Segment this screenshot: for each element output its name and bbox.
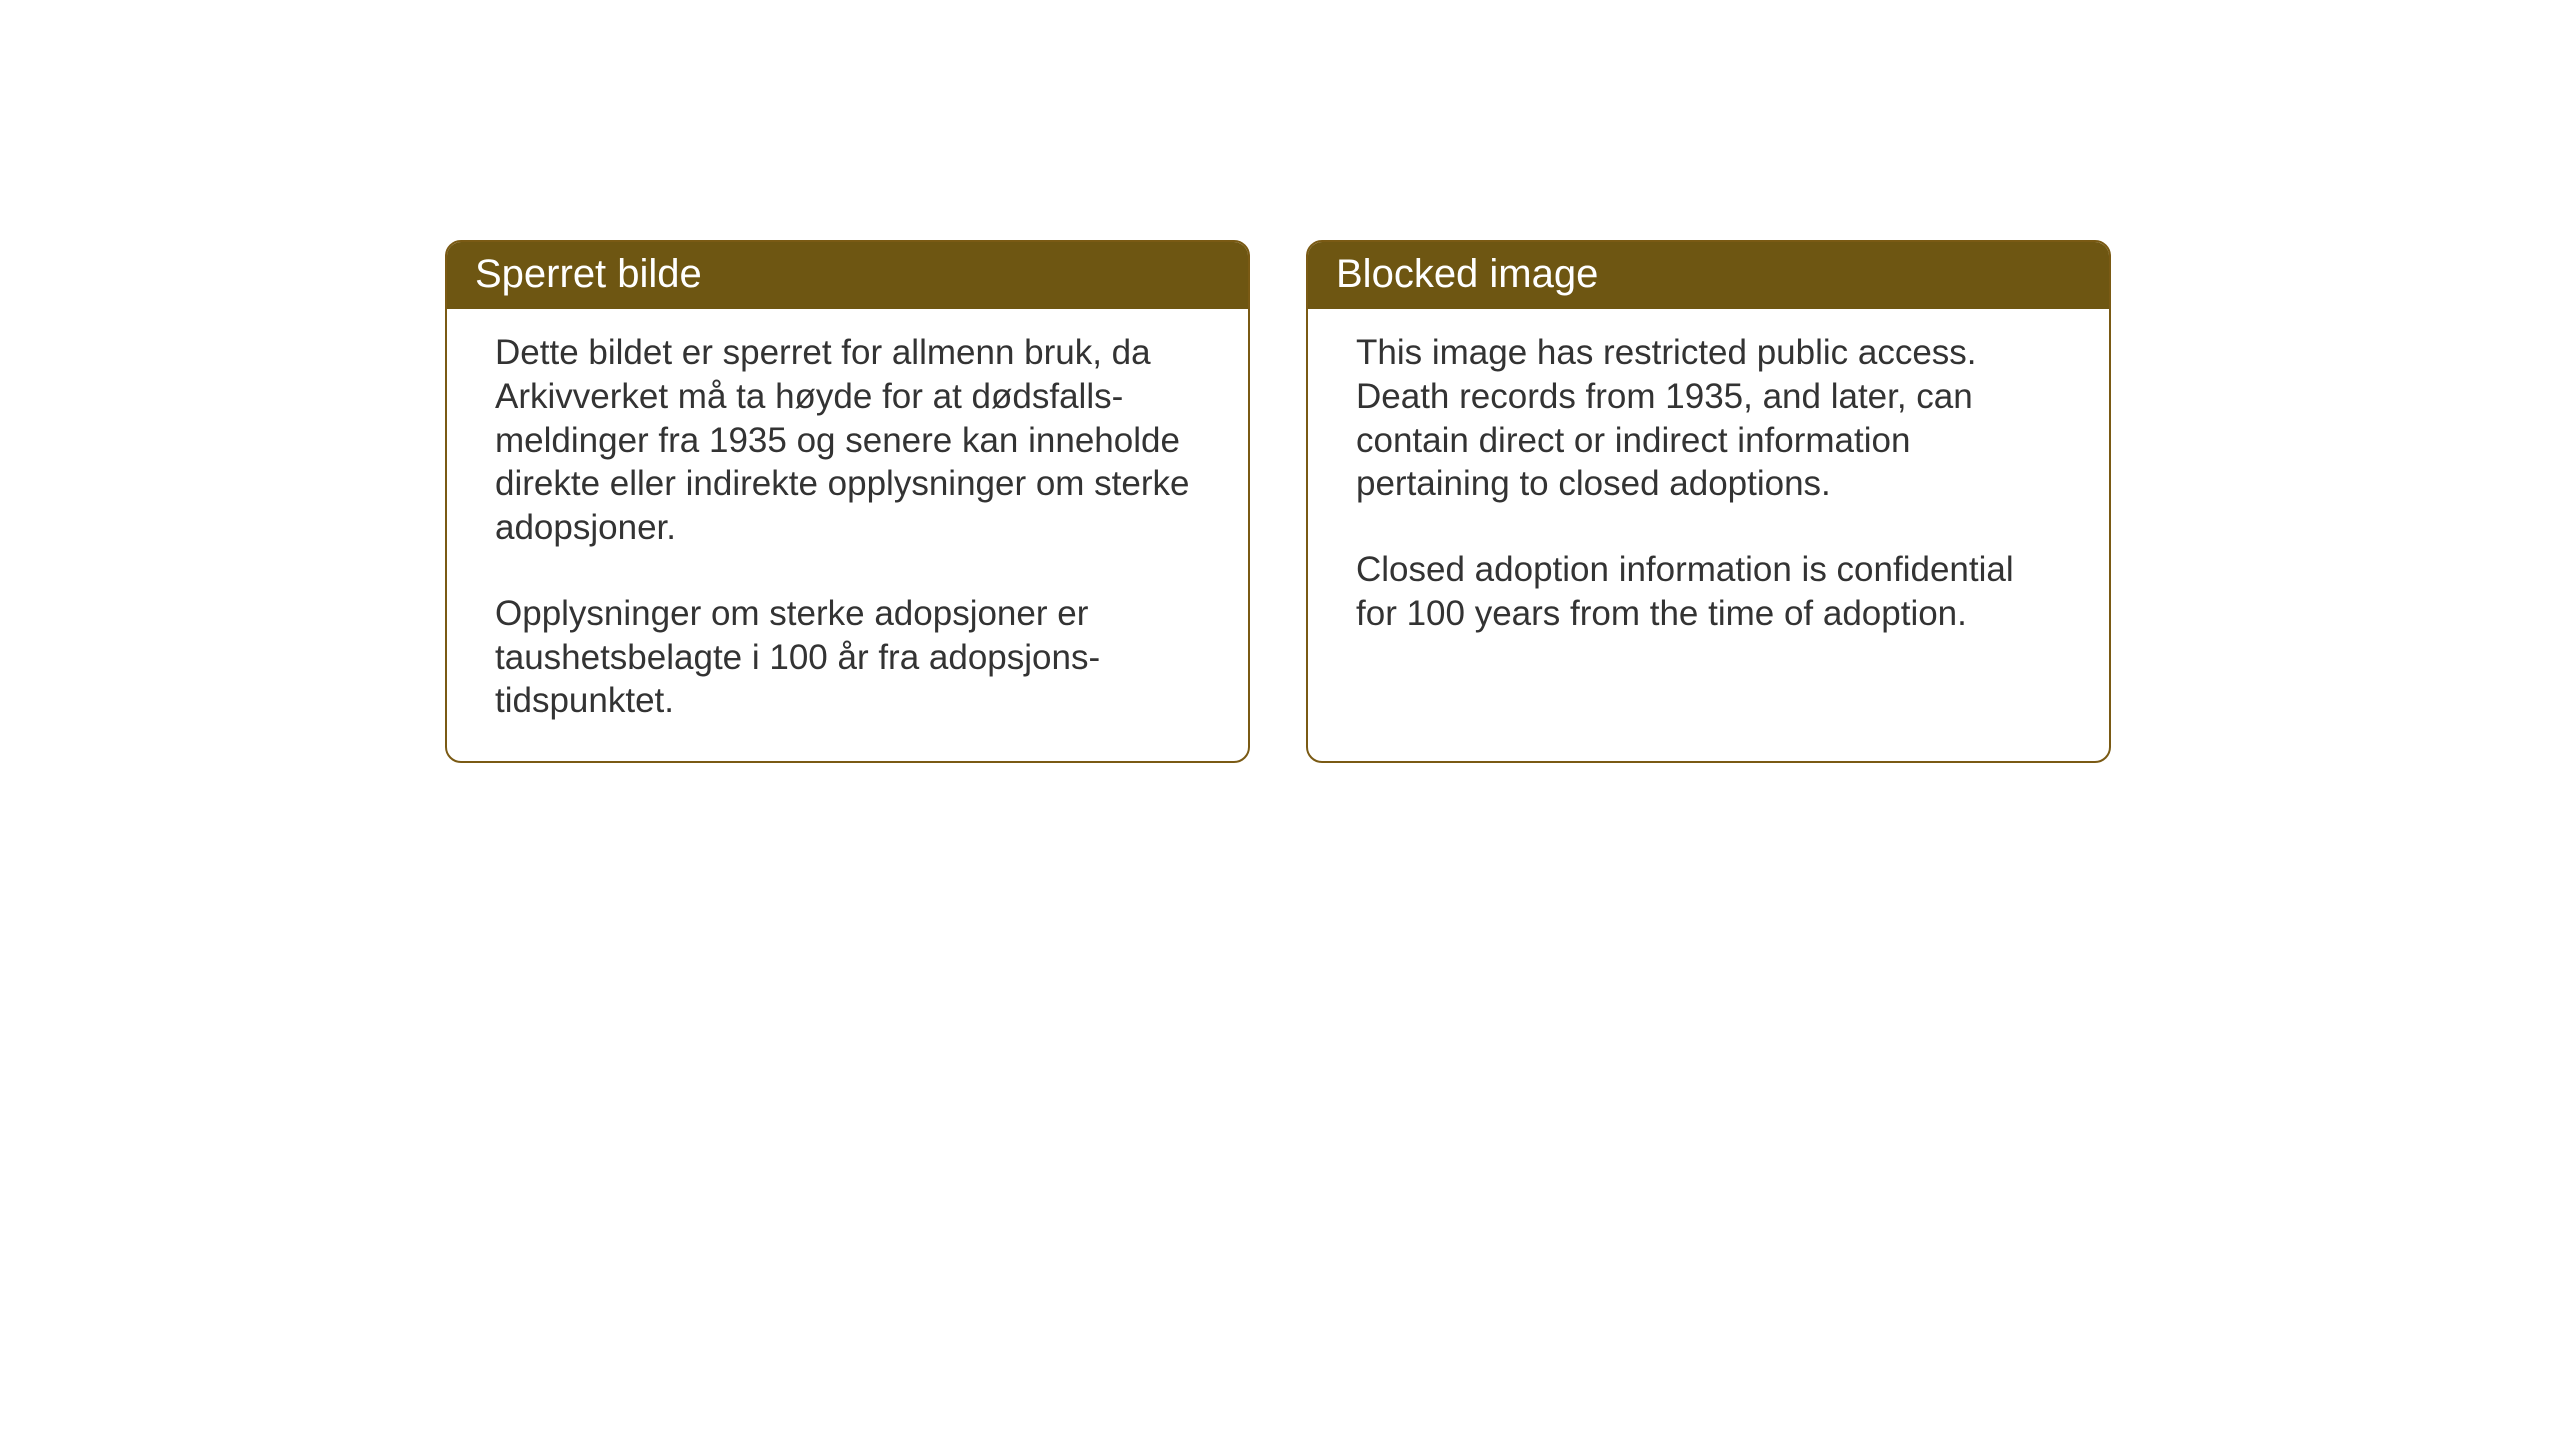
english-notice-card: Blocked image This image has restricted … xyxy=(1306,240,2111,763)
english-paragraph-2: Closed adoption information is confident… xyxy=(1356,548,2061,636)
norwegian-card-body: Dette bildet er sperret for allmenn bruk… xyxy=(447,309,1248,761)
notice-cards-container: Sperret bilde Dette bildet er sperret fo… xyxy=(445,240,2111,763)
english-card-title: Blocked image xyxy=(1308,242,2109,309)
english-paragraph-1: This image has restricted public access.… xyxy=(1356,331,2061,506)
norwegian-card-title: Sperret bilde xyxy=(447,242,1248,309)
norwegian-paragraph-1: Dette bildet er sperret for allmenn bruk… xyxy=(495,331,1200,550)
norwegian-notice-card: Sperret bilde Dette bildet er sperret fo… xyxy=(445,240,1250,763)
english-card-body: This image has restricted public access.… xyxy=(1308,309,2109,674)
norwegian-paragraph-2: Opplysninger om sterke adopsjoner er tau… xyxy=(495,592,1200,723)
